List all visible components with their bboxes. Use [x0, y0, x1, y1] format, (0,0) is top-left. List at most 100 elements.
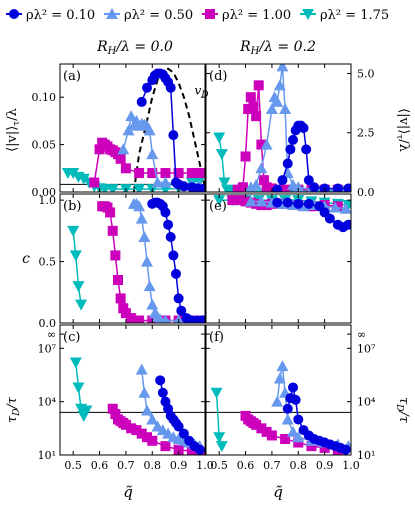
data-point — [227, 195, 238, 206]
data-point — [173, 421, 184, 432]
data-point — [303, 198, 314, 209]
data-point — [288, 382, 298, 393]
data-point — [106, 184, 119, 192]
data-point — [105, 207, 116, 218]
x-tick-label: 0.9 — [316, 459, 334, 472]
data-point — [298, 123, 309, 133]
data-point — [94, 144, 105, 155]
legend-marker — [205, 9, 215, 19]
data-point — [72, 382, 85, 394]
data-point — [146, 413, 159, 425]
data-point — [194, 444, 205, 455]
data-point — [244, 195, 257, 207]
xlabel-right: q̃ — [273, 483, 283, 501]
data-point — [147, 435, 158, 446]
legend-marker — [302, 9, 314, 20]
panel-label: (c) — [63, 330, 80, 345]
data-point — [319, 183, 330, 192]
data-point — [210, 387, 223, 399]
legend-entry: ρλ² = 1.75 — [300, 8, 389, 23]
data-point — [255, 195, 268, 207]
panel-e: (e) — [205, 193, 352, 324]
data-point — [343, 219, 351, 230]
data-point — [271, 395, 284, 407]
data-point — [115, 293, 126, 304]
panel-frame — [59, 324, 206, 456]
x-tick-label: 0.5 — [64, 459, 82, 472]
data-point — [256, 139, 267, 150]
ylabel-velocity-left: ⟨|v|⟩τ/λ — [5, 108, 22, 152]
data-point — [113, 275, 123, 285]
data-point — [253, 80, 264, 91]
y-tick-label: 0.00 — [32, 186, 57, 199]
y-tick-label: 0.5 — [39, 256, 57, 269]
data-point — [240, 151, 251, 162]
data-point — [173, 293, 184, 304]
data-point — [120, 163, 131, 174]
data-point — [290, 394, 301, 405]
x-tick-label: 0.5 — [210, 459, 228, 472]
data-point — [306, 441, 317, 452]
column-title-left: RH/λ = 0.0 — [96, 39, 173, 57]
data-point — [276, 360, 289, 372]
panel-frame — [205, 324, 352, 456]
data-point — [138, 386, 151, 398]
data-point — [133, 200, 146, 212]
plot-area — [213, 64, 351, 192]
y-tick-label: 0.0 — [357, 186, 375, 199]
x-tick-label: 0.9 — [170, 459, 188, 472]
data-point — [213, 195, 226, 207]
y-tick-label: 10¹ — [38, 449, 56, 462]
data-point — [69, 250, 82, 262]
series-line — [72, 230, 82, 305]
data-point — [250, 178, 263, 190]
ylabel-tau-left: τD/τ — [5, 396, 22, 423]
x-tick-label: 0.6 — [237, 459, 255, 472]
y-tick-label: ∞ — [357, 328, 366, 341]
data-point — [251, 111, 262, 122]
data-point — [160, 441, 171, 452]
data-point — [134, 168, 145, 179]
data-point — [171, 268, 181, 279]
data-point — [160, 207, 171, 218]
data-point — [282, 403, 293, 414]
plot-area — [60, 67, 205, 192]
data-point — [178, 181, 189, 192]
data-point — [115, 153, 126, 164]
data-point — [248, 101, 259, 112]
data-point — [273, 79, 286, 91]
data-point — [261, 182, 272, 192]
data-point — [138, 231, 151, 242]
y-tick-label: ∞ — [47, 328, 56, 341]
data-point — [134, 315, 145, 323]
data-point — [174, 314, 184, 323]
data-point — [107, 403, 118, 414]
data-point — [135, 212, 148, 224]
data-point — [213, 132, 226, 144]
x-tick-label: 0.7 — [117, 459, 135, 472]
data-point — [126, 423, 137, 434]
data-point — [133, 184, 146, 192]
data-point — [120, 419, 131, 430]
data-point — [89, 177, 100, 188]
data-point — [143, 124, 156, 136]
data-point — [293, 437, 304, 448]
data-point — [340, 444, 351, 455]
data-point — [151, 176, 164, 188]
data-point — [141, 255, 153, 267]
data-point — [69, 357, 82, 369]
data-point — [77, 173, 90, 185]
data-point — [324, 213, 335, 224]
data-point — [131, 425, 142, 436]
y-tick-label: 10¹ — [357, 449, 375, 462]
plot-area — [213, 195, 351, 233]
panel-frame — [59, 193, 206, 324]
xlabel-left: q̃ — [123, 483, 133, 501]
legend-entry: ρλ² = 0.50 — [104, 8, 193, 23]
data-point — [287, 425, 299, 437]
legend-label: ρλ² = 1.75 — [320, 8, 389, 23]
data-point — [259, 175, 269, 186]
legend-label: ρλ² = 1.00 — [222, 8, 291, 23]
data-point — [332, 201, 343, 212]
